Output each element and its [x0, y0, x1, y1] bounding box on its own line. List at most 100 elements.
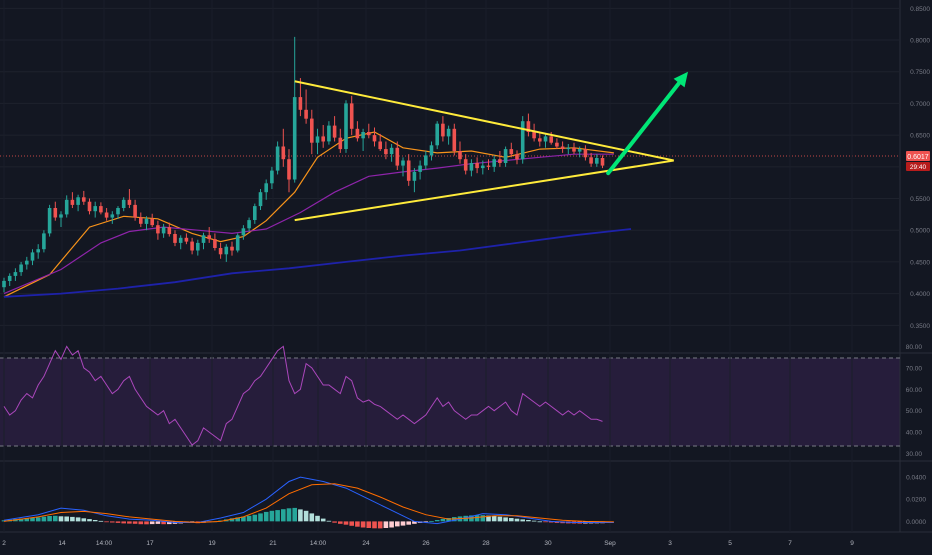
- candle-body: [503, 149, 508, 163]
- macd-histogram-bar: [303, 510, 309, 522]
- macd-histogram-bar: [75, 517, 81, 522]
- candle-body: [532, 132, 536, 139]
- candle-body: [47, 208, 52, 234]
- candle-body: [2, 280, 6, 288]
- candle-body: [150, 218, 154, 226]
- rsi-line: [3, 345, 603, 446]
- macd-histogram-bar: [326, 520, 332, 522]
- candle-body: [406, 160, 411, 181]
- candle-body: [384, 149, 388, 155]
- candle-body: [378, 141, 382, 150]
- candle-body: [577, 149, 582, 152]
- candle-body: [25, 260, 29, 265]
- candle-body: [332, 125, 337, 138]
- macd-histogram-bar: [58, 516, 64, 522]
- macd-histogram-bar: [320, 518, 326, 522]
- candle-body: [589, 157, 593, 164]
- macd-histogram-bar: [121, 521, 126, 524]
- macd-histogram-bar: [491, 516, 497, 522]
- time-tick-label: Sep: [604, 540, 616, 547]
- rsi-tick-label: 30.00: [906, 451, 923, 458]
- time-tick-label: 7: [788, 540, 792, 547]
- candle-body: [458, 151, 462, 160]
- macd-histogram-bar: [286, 508, 292, 522]
- macd-histogram-bar: [235, 517, 240, 522]
- macd-histogram-bar: [35, 517, 41, 522]
- time-tick-label: 28: [482, 540, 490, 547]
- price-tick-label: 0.4000: [910, 291, 930, 298]
- candle-body: [555, 142, 559, 147]
- macd-histogram-bar: [115, 521, 121, 523]
- price-tick-label: 0.5500: [910, 196, 930, 203]
- candle-body: [13, 272, 18, 276]
- macd-histogram-bar: [1, 520, 7, 522]
- time-tick-label: 2: [2, 540, 6, 547]
- candle-body: [481, 165, 485, 169]
- macd-histogram-bar: [144, 521, 149, 525]
- macd-histogram-bar: [149, 521, 155, 525]
- macd-histogram-bar: [269, 510, 275, 522]
- macd-histogram-bar: [514, 518, 520, 522]
- time-tick-label: 24: [362, 540, 370, 547]
- macd-histogram-bar: [53, 515, 58, 522]
- candle-body: [139, 217, 143, 224]
- macd-histogram-bar: [480, 515, 486, 522]
- candle-body: [441, 123, 445, 137]
- macd-histogram-bar: [309, 513, 315, 522]
- candle-body: [595, 158, 599, 164]
- candle-body: [42, 233, 46, 250]
- macd-histogram-bar: [349, 521, 354, 526]
- time-tick-label: 21: [269, 540, 277, 547]
- candle-body: [287, 159, 291, 180]
- candle-body: [270, 170, 274, 184]
- candle-body: [93, 206, 97, 212]
- macd-histogram-bar: [281, 509, 286, 522]
- candle-body: [19, 264, 23, 273]
- candle-body: [82, 197, 86, 202]
- macd-tick-label: 0.0400: [906, 475, 926, 482]
- candle-body: [304, 109, 308, 119]
- macd-histogram-bar: [18, 518, 24, 522]
- candle-body: [178, 237, 183, 243]
- candle-body: [247, 220, 251, 229]
- macd-line: [3, 476, 614, 525]
- macd-histogram-bar: [315, 515, 320, 522]
- candle-body: [253, 206, 257, 220]
- candle-body: [429, 145, 434, 156]
- candle-body: [218, 248, 223, 255]
- rsi-tick-label: 40.00: [906, 430, 923, 437]
- candle-body: [310, 118, 314, 143]
- macd-histogram-bar: [526, 520, 531, 522]
- candle-body: [418, 165, 422, 172]
- candle-body: [372, 135, 377, 142]
- candle-body: [201, 235, 206, 243]
- macd-histogram-bar: [138, 521, 144, 525]
- time-tick-label: 26: [422, 540, 430, 547]
- macd-histogram-bar: [41, 516, 47, 522]
- candle-body: [446, 128, 451, 137]
- macd-histogram-bar: [520, 519, 525, 522]
- candle-body: [475, 163, 479, 169]
- macd-signal-line: [3, 483, 614, 524]
- candle-body: [509, 149, 514, 155]
- price-tick-label: 0.5000: [910, 228, 930, 235]
- triangle-upper-trendline: [294, 80, 674, 162]
- macd-histogram-bar: [246, 515, 252, 522]
- candle-body: [196, 242, 200, 251]
- macd-histogram-bar: [70, 516, 75, 522]
- candle-body: [224, 246, 229, 255]
- macd-histogram-bar: [110, 521, 115, 523]
- candle-body: [435, 123, 439, 146]
- price-tick-label: 0.7500: [910, 69, 930, 76]
- time-tick-label: 30: [544, 540, 552, 547]
- candle-body: [275, 146, 280, 171]
- candle-body: [560, 146, 565, 149]
- macd-histogram-bar: [241, 516, 246, 522]
- candle-body: [167, 227, 172, 235]
- candle-body: [572, 147, 576, 152]
- macd-histogram-bar: [92, 520, 98, 522]
- macd-histogram-bar: [338, 521, 343, 524]
